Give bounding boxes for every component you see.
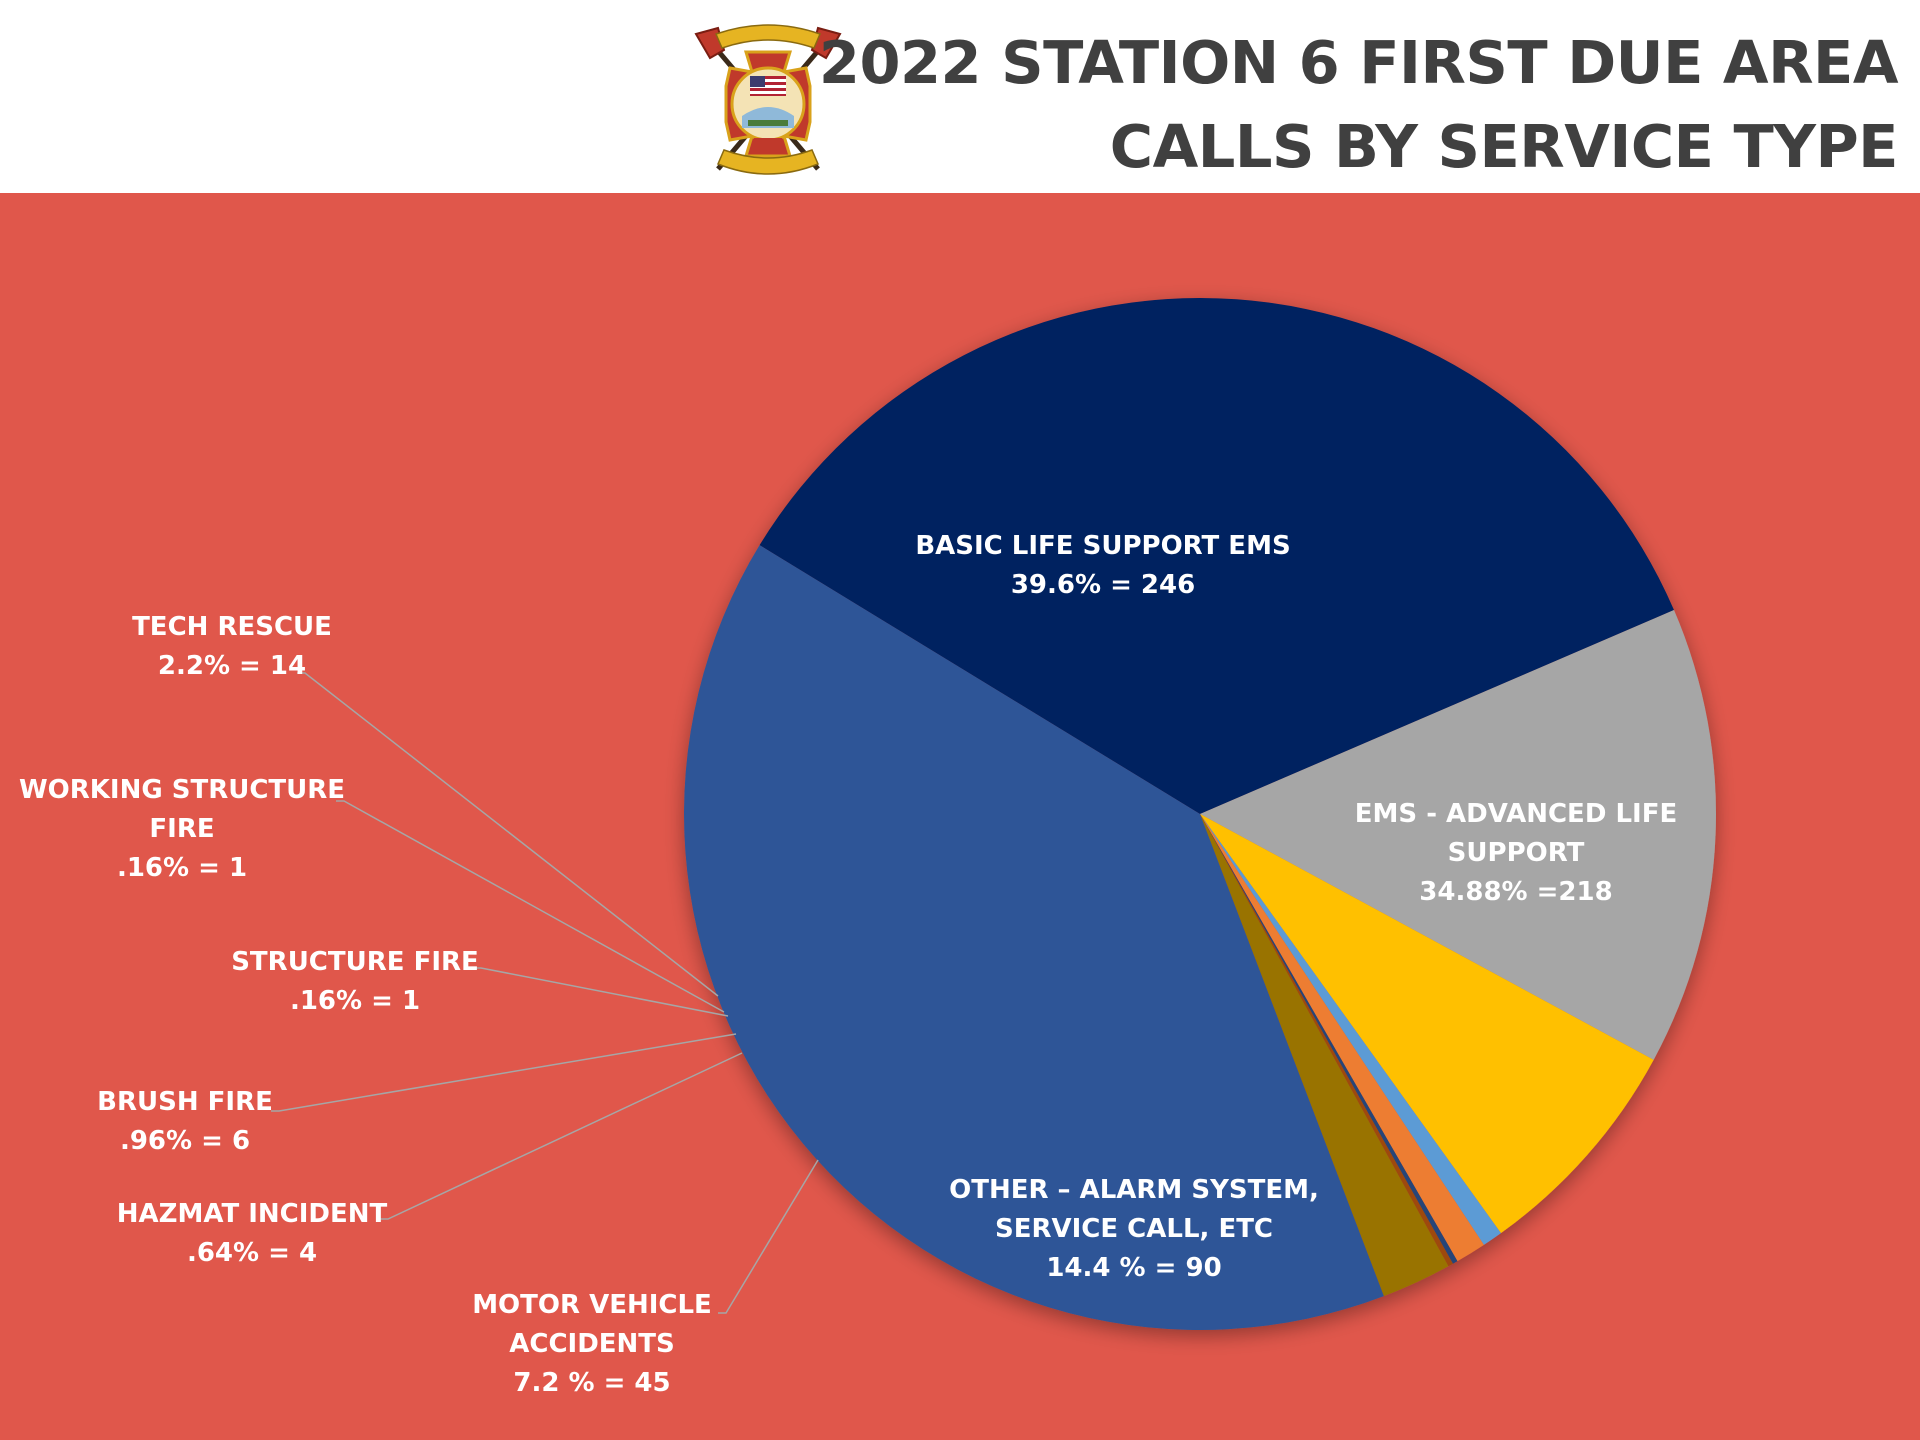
slice-label-line: .16% = 1 bbox=[116, 853, 248, 883]
pie-slices bbox=[684, 297, 1716, 1330]
slice-label-brush: BRUSH FIRE .96% = 6 bbox=[97, 1083, 273, 1161]
slice-label-line: HAZMAT INCIDENT bbox=[116, 1199, 388, 1229]
slice-label-als: EMS - ADVANCED LIFE SUPPORT 34.88% =218 bbox=[1355, 795, 1677, 912]
slice-label-line: 39.6% = 246 bbox=[1010, 570, 1196, 600]
slice-label-bls: BASIC LIFE SUPPORT EMS 39.6% = 246 bbox=[915, 527, 1290, 605]
pie-slice-mva bbox=[1200, 814, 1654, 1234]
slice-label-line: BRUSH FIRE bbox=[97, 1087, 273, 1117]
slice-label-line: 7.2 % = 45 bbox=[513, 1368, 671, 1398]
slice-label-line: EMS - ADVANCED LIFE bbox=[1354, 799, 1678, 829]
pie-slice-other bbox=[1200, 610, 1716, 1060]
pie-slice-tech bbox=[1200, 814, 1449, 1297]
fire-department-logo bbox=[688, 24, 848, 184]
slice-label-hazmat: HAZMAT INCIDENT .64% = 4 bbox=[117, 1195, 388, 1273]
leader-line-structure bbox=[473, 967, 729, 1017]
fire-department-seal-icon bbox=[694, 24, 842, 175]
slice-label-line: .96% = 6 bbox=[119, 1126, 251, 1156]
slice-label-line: SERVICE CALL, ETC bbox=[994, 1214, 1274, 1244]
slice-label-line: 34.88% =218 bbox=[1419, 877, 1613, 907]
slice-label-structure: STRUCTURE FIRE .16% = 1 bbox=[231, 943, 479, 1021]
slice-label-mva: MOTOR VEHICLE ACCIDENTS 7.2 % = 45 bbox=[472, 1286, 712, 1403]
slice-label-line: 14.4 % = 90 bbox=[1046, 1253, 1222, 1283]
leader-line-working bbox=[336, 800, 725, 1013]
slice-label-line: BASIC LIFE SUPPORT EMS bbox=[915, 531, 1291, 561]
chart-title-line-1: 2022 STATION 6 FIRST DUE AREA bbox=[818, 28, 1899, 97]
slice-label-line: MOTOR VEHICLE bbox=[472, 1290, 712, 1320]
chart-title-line-2: CALLS BY SERVICE TYPE bbox=[1109, 112, 1899, 181]
pie-slice-brush bbox=[1200, 814, 1484, 1262]
slice-label-working: WORKING STRUCTURE FIRE .16% = 1 bbox=[19, 771, 345, 888]
slice-label-line: STRUCTURE FIRE bbox=[231, 947, 479, 977]
slice-label-line: TECH RESCUE bbox=[132, 612, 332, 642]
leader-line-tech bbox=[297, 672, 719, 997]
leader-line-brush bbox=[271, 1033, 737, 1112]
header: 2022 STATION 6 FIRST DUE AREA CALLS BY S… bbox=[0, 0, 1920, 193]
slice-label-line: ACCIDENTS bbox=[509, 1329, 675, 1359]
slice-label-tech: TECH RESCUE 2.2% = 14 bbox=[132, 608, 332, 686]
pie-slice-bls bbox=[684, 545, 1384, 1330]
pie-slice-working bbox=[1200, 814, 1453, 1267]
leader-line-hazmat bbox=[380, 1052, 743, 1220]
slice-label-line: .16% = 1 bbox=[289, 986, 421, 1016]
slice-label-line: .64% = 4 bbox=[186, 1238, 318, 1268]
slice-label-line: WORKING STRUCTURE bbox=[18, 775, 346, 805]
pie-slice-hazmat bbox=[1200, 814, 1501, 1245]
slice-label-line: 2.2% = 14 bbox=[157, 651, 307, 681]
slice-label-line: SUPPORT bbox=[1447, 838, 1585, 868]
slice-label-line: FIRE bbox=[149, 814, 215, 844]
leader-line-mva bbox=[718, 1159, 819, 1314]
slice-label-line: OTHER – ALARM SYSTEM, bbox=[949, 1175, 1319, 1205]
slice-label-other: OTHER – ALARM SYSTEM, SERVICE CALL, ETC 14… bbox=[949, 1171, 1319, 1288]
pie-slice-als bbox=[759, 297, 1674, 815]
pie-slice-structure bbox=[1200, 814, 1458, 1264]
